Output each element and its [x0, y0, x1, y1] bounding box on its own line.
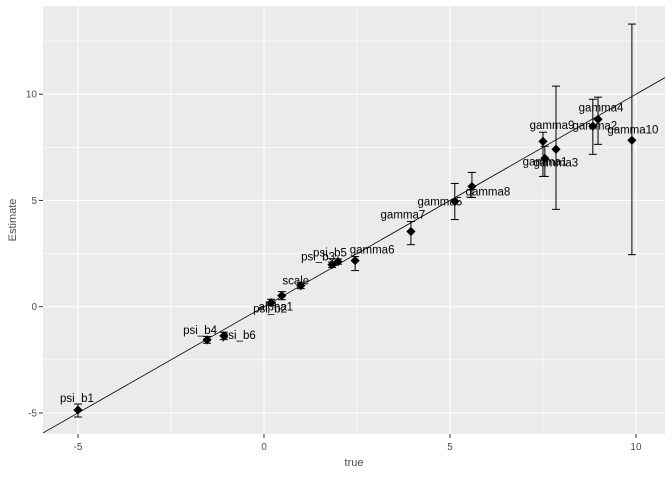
point-psi_b1	[73, 405, 83, 415]
point-psi_b5	[333, 257, 343, 267]
label-scale: scale	[282, 276, 309, 288]
point-gamma7	[406, 226, 416, 237]
point-psi_b3	[327, 260, 337, 270]
label-psi_b3: psi_b3	[301, 252, 335, 264]
x-tick-label-1: 0	[261, 442, 267, 453]
x-tick-label-3: 10	[630, 442, 642, 453]
label-psi_b4: psi_b4	[183, 325, 217, 337]
label-gamma5: gamma5	[417, 197, 462, 209]
point-psi_b6	[219, 331, 229, 341]
point-scale	[296, 281, 306, 291]
y-axis-title: Estimate	[7, 199, 19, 242]
y-tick-label-0: -5	[28, 408, 37, 419]
y-tick-label-2: 5	[31, 196, 37, 207]
point-alpha1	[277, 291, 287, 301]
point-gamma5	[450, 196, 460, 207]
y-tick-label-1: 0	[31, 302, 37, 313]
label-gamma6: gamma6	[350, 245, 395, 257]
point-gamma6	[350, 255, 360, 266]
label-psi_b5: psi_b5	[313, 248, 347, 260]
label-gamma2: gamma2	[572, 120, 617, 132]
label-gamma4: gamma4	[579, 102, 624, 114]
x-axis-title: true	[345, 457, 364, 469]
label-psi_b2: psi_b2	[253, 304, 287, 316]
data-points	[73, 114, 637, 415]
point-gamma2	[588, 121, 598, 131]
point-gamma9	[551, 144, 561, 154]
point-gamma4	[593, 114, 603, 124]
point-gamma8	[467, 181, 477, 192]
point-gamma3	[540, 153, 550, 163]
minor-gridlines	[43, 6, 665, 434]
x-tick-label-2: 5	[447, 442, 453, 453]
label-gamma1: gamma1	[523, 156, 568, 168]
label-gamma3: gamma3	[533, 157, 578, 169]
label-psi_b6: psi_b6	[222, 330, 256, 342]
label-gamma7: gamma7	[381, 209, 426, 221]
x-tick-label-0: -5	[74, 442, 83, 453]
point-gamma10	[627, 135, 637, 145]
major-gridlines	[43, 6, 665, 434]
point-psi_b2	[266, 298, 276, 308]
point-psi_b4	[202, 335, 212, 345]
identity-line	[42, 77, 666, 434]
label-gamma9: gamma9	[530, 120, 575, 132]
y-tick-label-3: 10	[26, 90, 38, 101]
label-psi_b1: psi_b1	[60, 393, 94, 405]
label-gamma8: gamma8	[466, 186, 511, 198]
plot-panel	[43, 6, 665, 434]
point-gamma1	[538, 136, 548, 146]
label-gamma10: gamma10	[607, 124, 658, 136]
label-alpha1: alpha1	[259, 302, 294, 314]
axes: -5 0 5 10 -5 0 5 10 true Estimate	[7, 90, 642, 469]
